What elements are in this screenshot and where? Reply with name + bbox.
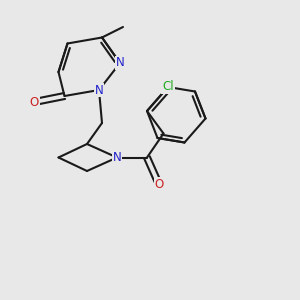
Text: O: O [154, 178, 164, 191]
Text: N: N [94, 83, 103, 97]
Text: Cl: Cl [162, 80, 174, 94]
Text: N: N [112, 151, 122, 164]
Text: O: O [30, 95, 39, 109]
Text: N: N [116, 56, 124, 70]
